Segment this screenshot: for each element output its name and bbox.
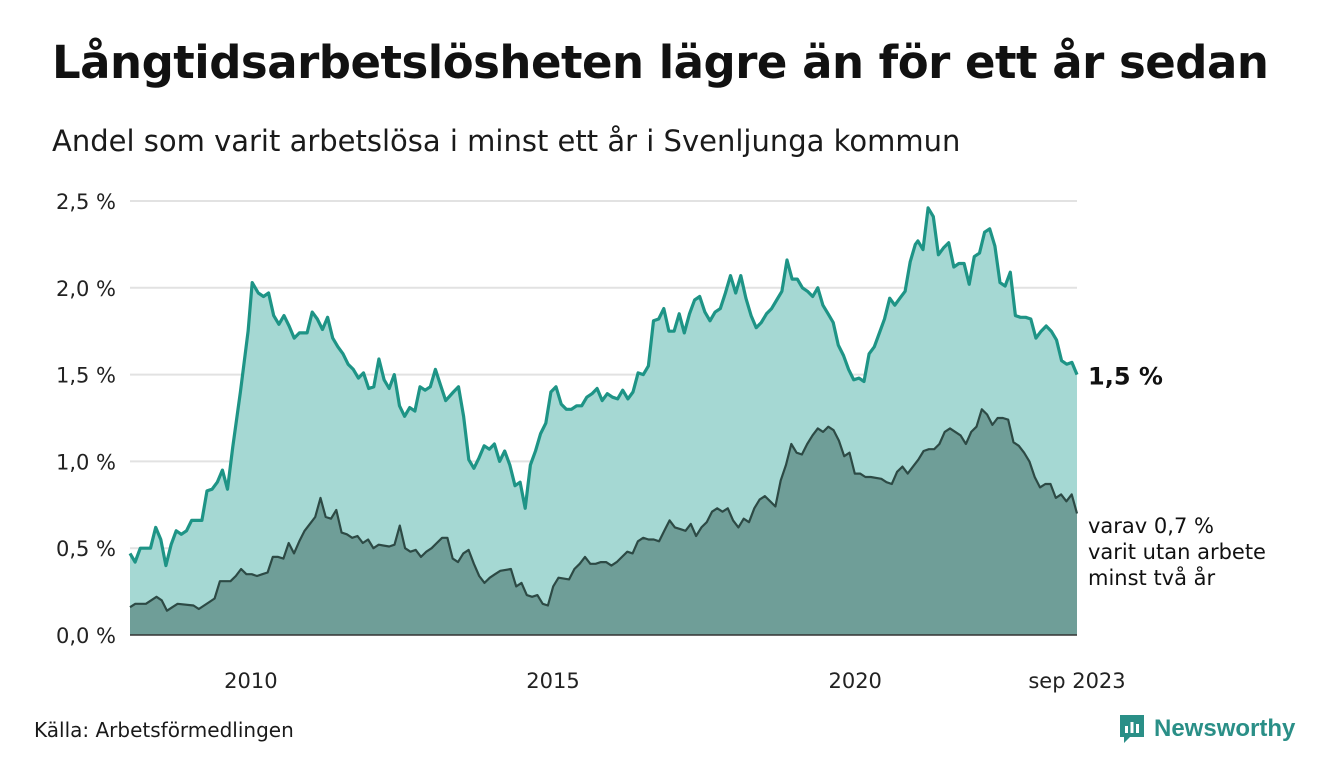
line-total bbox=[128, 206, 1079, 568]
line-two-years bbox=[129, 408, 1079, 612]
x-tick-label: 2015 bbox=[526, 669, 579, 693]
x-tick-label: 2020 bbox=[828, 669, 881, 693]
end-label-two-years-line: varit utan arbete bbox=[1088, 540, 1266, 564]
x-tick-label: 2010 bbox=[224, 669, 277, 693]
logo-text: Newsworthy bbox=[1154, 715, 1296, 742]
newsworthy-logo[interactable]: Newsworthy bbox=[1118, 713, 1295, 745]
chart-subtitle: Andel som varit arbetslösa i minst ett å… bbox=[52, 124, 961, 158]
y-tick-label: 1,0 % bbox=[56, 450, 116, 474]
x-tick-label: sep 2023 bbox=[1028, 669, 1125, 693]
y-tick-label: 1,5 % bbox=[56, 364, 116, 388]
end-label-two-years-line: varav 0,7 % bbox=[1088, 514, 1214, 538]
y-tick-label: 0,0 % bbox=[56, 624, 116, 648]
source-note: Källa: Arbetsförmedlingen bbox=[34, 718, 294, 742]
end-label-total: 1,5 % bbox=[1088, 363, 1163, 391]
area-two-years bbox=[130, 409, 1077, 635]
chart-title: Långtidsarbetslösheten lägre än för ett … bbox=[52, 36, 1269, 89]
y-tick-label: 2,0 % bbox=[56, 277, 116, 301]
end-label-two-years-line: minst två år bbox=[1088, 565, 1216, 590]
y-tick-label: 0,5 % bbox=[56, 537, 116, 561]
y-tick-label: 2,5 % bbox=[56, 190, 116, 214]
newsworthy-logo-icon bbox=[1120, 715, 1144, 743]
